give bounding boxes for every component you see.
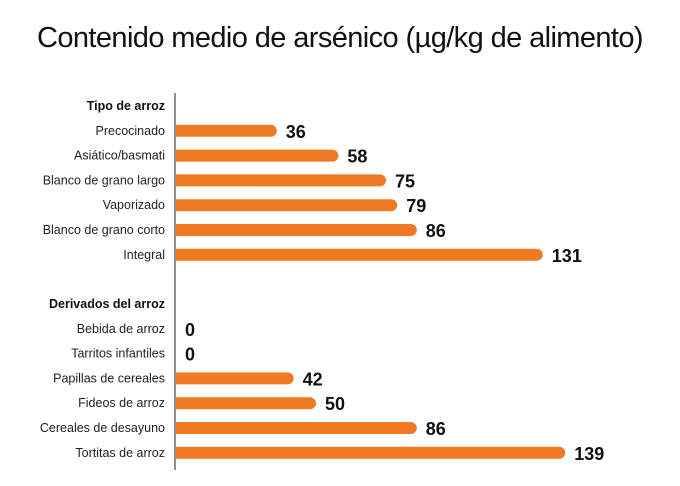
category-label: Bebida de arroz	[77, 322, 165, 336]
data-label: 58	[347, 147, 367, 167]
data-label: 75	[395, 171, 415, 191]
data-label: 86	[426, 221, 446, 241]
data-label: 42	[303, 369, 323, 389]
data-label: 139	[574, 444, 604, 464]
category-label: Papillas de cereales	[53, 371, 165, 385]
bar	[176, 199, 398, 212]
bar	[176, 446, 566, 459]
group-label: Derivados del arroz	[49, 297, 165, 311]
chart-title: Contenido medio de arsénico (µg/kg de al…	[37, 22, 644, 54]
category-label: Fideos de arroz	[78, 396, 165, 410]
bar	[176, 124, 277, 137]
data-label: 50	[325, 394, 345, 414]
category-label: Tarritos infantiles	[71, 347, 165, 361]
data-label: 36	[286, 122, 306, 142]
category-label: Integral	[123, 248, 165, 262]
data-label: 79	[406, 196, 426, 216]
bar	[176, 174, 386, 187]
category-label: Cereales de desayuno	[40, 421, 165, 435]
category-label: Asiático/basmati	[74, 149, 165, 163]
category-label: Precocinado	[96, 124, 166, 138]
bar	[176, 422, 417, 434]
bar	[176, 248, 543, 261]
data-label: 131	[552, 246, 582, 266]
category-label: Blanco de grano corto	[43, 223, 165, 237]
bar	[176, 372, 294, 385]
data-label: 0	[185, 320, 195, 340]
bar	[176, 224, 417, 237]
bar	[176, 397, 316, 410]
group-label: Tipo de arroz	[87, 99, 165, 113]
bar	[176, 149, 339, 162]
category-label: Vaporizado	[103, 198, 165, 212]
category-label: Tortitas de arroz	[75, 446, 165, 460]
category-label: Blanco de grano largo	[43, 173, 165, 187]
data-label: 86	[426, 419, 446, 439]
data-label: 0	[185, 345, 195, 365]
